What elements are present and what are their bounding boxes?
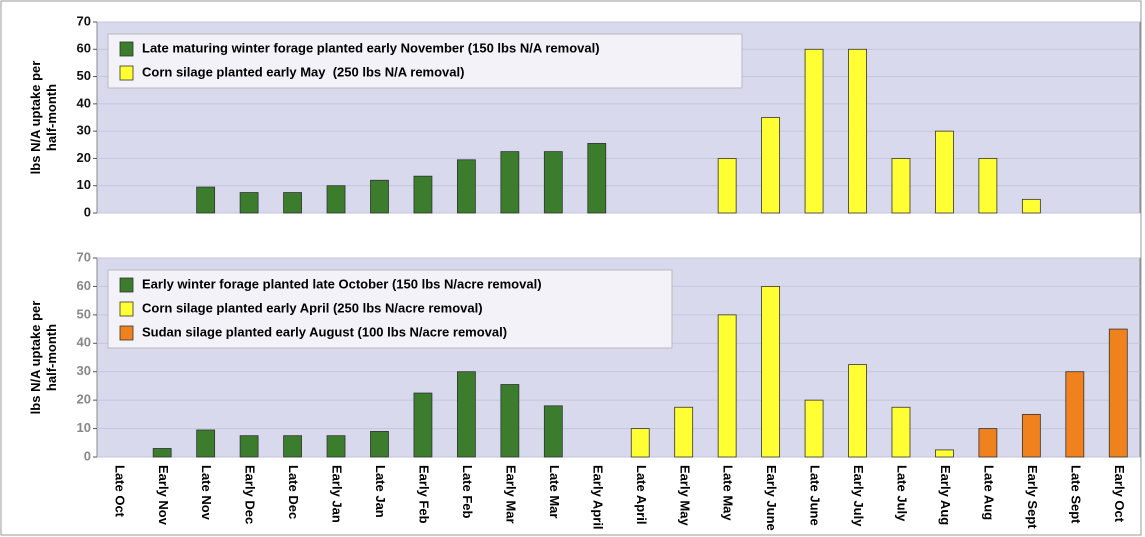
x-tick-label: Early May: [677, 465, 692, 526]
legend-label: Early winter forage planted late October…: [142, 276, 542, 291]
legend-label: Corn silage planted early April (250 lbs…: [142, 300, 483, 315]
y-tick-label: 60: [77, 278, 91, 293]
bar: [543, 151, 563, 214]
bar: [456, 159, 476, 214]
bar: [196, 429, 216, 458]
x-tick-label: Early Oct: [1112, 465, 1127, 523]
x-tick-label: Late Jan: [373, 465, 388, 518]
y-tick-label: 50: [77, 68, 91, 83]
bar: [283, 192, 302, 214]
legend-label: Sudan silage planted early August (100 l…: [142, 324, 507, 339]
bar: [456, 371, 476, 458]
y-tick-label: 0: [84, 448, 91, 463]
bar: [1021, 198, 1041, 214]
bar: [978, 428, 998, 458]
x-tick-label: Late July: [895, 465, 910, 522]
bar: [370, 179, 389, 214]
bar: [891, 158, 911, 214]
x-tick-label: Early June: [764, 465, 779, 531]
legend-label: Late maturing winter forage planted earl…: [142, 40, 600, 55]
legend-swatch: [119, 65, 134, 81]
bar: [413, 392, 433, 458]
bar: [717, 314, 737, 458]
bar: [891, 406, 911, 458]
bar: [283, 435, 302, 458]
bar: [152, 448, 172, 458]
x-tick-label: Late Dec: [286, 465, 301, 519]
y-tick-label: 60: [77, 41, 91, 56]
legend-label: Corn silage planted early May (250 lbs N…: [142, 64, 464, 79]
x-tick-label: Early Nov: [156, 465, 171, 526]
x-tick-label: Late Nov: [199, 465, 214, 521]
y-tick-label: 40: [77, 95, 91, 110]
x-tick-label: Late Oct: [112, 465, 127, 518]
x-tick-label: Early July: [851, 465, 866, 527]
bar: [935, 449, 954, 458]
bar: [326, 185, 346, 214]
bar: [717, 158, 737, 214]
bar: [978, 158, 998, 214]
bar: [630, 428, 650, 458]
x-tick-label: Late Feb: [460, 465, 475, 519]
bar: [1108, 328, 1128, 458]
bar: [1021, 413, 1041, 458]
bar: [761, 117, 781, 214]
y-tick-label: 30: [77, 123, 91, 138]
bar: [804, 399, 824, 458]
bar: [326, 435, 346, 458]
bar: [674, 406, 694, 458]
y-axis-label: lbs N/A uptake perhalf-month: [29, 301, 60, 415]
x-tick-label: Early Jan: [330, 465, 345, 523]
x-tick-label: Early Aug: [938, 465, 953, 525]
y-tick-label: 0: [84, 204, 91, 219]
bar: [804, 48, 824, 214]
bar: [935, 130, 954, 214]
y-tick-label: 30: [77, 363, 91, 378]
bar: [239, 435, 259, 458]
y-axis-label: lbs N/A uptake perhalf-month: [29, 61, 60, 175]
y-tick-label: 20: [77, 392, 91, 407]
bar: [848, 364, 867, 458]
y-tick-label: 40: [77, 335, 91, 350]
bar: [1065, 371, 1085, 458]
y-tick-label: 50: [77, 306, 91, 321]
y-tick-label: 70: [77, 249, 91, 264]
bar: [761, 286, 781, 458]
y-tick-label: 10: [77, 177, 91, 192]
x-tick-label: Late Aug: [981, 465, 996, 520]
x-tick-label: Early Feb: [417, 465, 432, 524]
bar: [543, 405, 563, 458]
legend-swatch: [119, 41, 134, 57]
bar: [413, 175, 433, 214]
legend-box: [107, 33, 743, 89]
legend-swatch: [119, 277, 134, 293]
x-tick-label: Late April: [634, 465, 649, 524]
bar: [196, 186, 216, 214]
y-tick-label: 20: [77, 150, 91, 165]
legend-swatch: [119, 325, 134, 341]
bar: [239, 192, 259, 214]
bar: [500, 384, 520, 458]
x-tick-label: Early Mar: [503, 465, 518, 524]
bar: [370, 431, 389, 458]
x-tick-label: Late Sept: [1068, 465, 1083, 524]
bar: [587, 143, 607, 214]
x-tick-label: Early April: [590, 465, 605, 530]
legend-swatch: [119, 301, 134, 317]
x-tick-label: Late May: [721, 465, 736, 521]
x-tick-label: Early Dec: [243, 465, 258, 524]
y-tick-label: 70: [77, 13, 91, 28]
y-tick-label: 10: [77, 420, 91, 435]
bar: [848, 48, 867, 214]
x-tick-label: Late June: [808, 465, 823, 526]
legend-box: [107, 269, 673, 349]
x-tick-label: Early Sept: [1025, 465, 1040, 529]
x-tick-label: Late Mar: [547, 465, 562, 518]
bar: [500, 151, 520, 214]
